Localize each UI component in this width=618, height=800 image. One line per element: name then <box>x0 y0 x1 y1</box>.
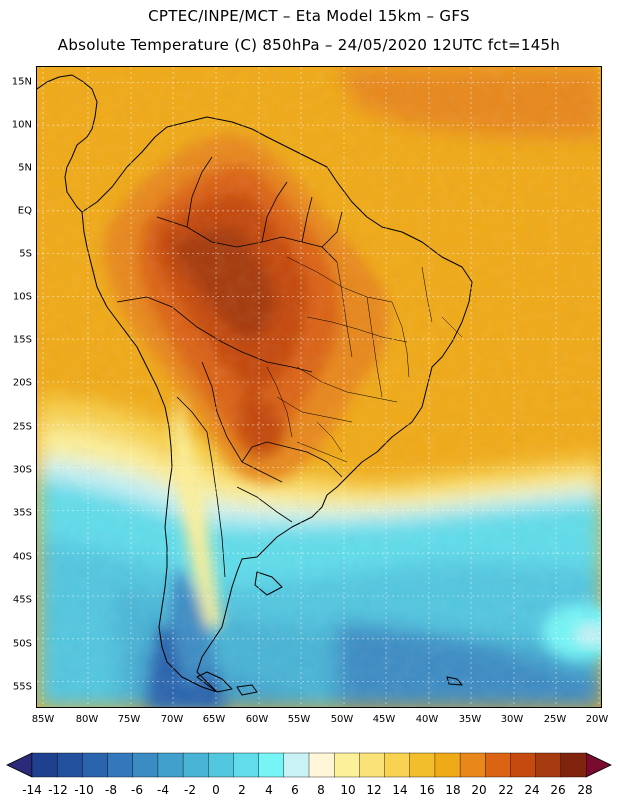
colorbar-label: 14 <box>392 783 408 797</box>
colorbar-label: 4 <box>265 783 273 797</box>
lon-label-35w: 35W <box>458 714 482 725</box>
colorbar-label: 24 <box>524 783 540 797</box>
lat-label-15n: 15N <box>11 76 32 88</box>
colorbar-swatch <box>107 752 134 778</box>
lat-label-25s: 25S <box>12 421 32 433</box>
lat-label-15s: 15S <box>12 334 32 346</box>
lon-label-50w: 50W <box>330 714 354 725</box>
national-borders <box>116 156 343 578</box>
colorbar-swatch <box>434 752 461 778</box>
graticule <box>37 67 601 707</box>
lat-label-45s: 45S <box>12 594 32 606</box>
lat-label-40s: 40S <box>12 551 32 563</box>
lon-label-75w: 75W <box>117 714 141 725</box>
colorbar-swatch <box>56 752 83 778</box>
colorbar-label: 2 <box>238 783 246 797</box>
color-scale-bar <box>6 752 612 778</box>
colorbar-label: 16 <box>419 783 435 797</box>
colorbar-swatches <box>31 752 587 778</box>
colorbar-label: -12 <box>48 783 68 797</box>
colorbar-swatch <box>510 752 537 778</box>
colorbar-label: -2 <box>184 783 196 797</box>
colorbar-label: -8 <box>105 783 117 797</box>
lon-label-40w: 40W <box>415 714 439 725</box>
lat-label-10n: 10N <box>11 119 32 131</box>
colorbar-swatch <box>359 752 386 778</box>
lat-label-10s: 10S <box>12 291 32 303</box>
colorbar-label: 12 <box>366 783 382 797</box>
lon-label-85w: 85W <box>31 714 55 725</box>
lon-label-20w: 20W <box>585 714 609 725</box>
colorbar-swatch <box>258 752 285 778</box>
lat-label-5s: 5S <box>19 248 32 260</box>
colorbar-label: 20 <box>471 783 487 797</box>
map-title-line-1: CPTEC/INPE/MCT – Eta Model 15km – GFS <box>148 7 470 25</box>
colorbar-label: 18 <box>445 783 461 797</box>
lon-label-25w: 25W <box>543 714 567 725</box>
colorbar-swatch <box>535 752 562 778</box>
colorbar-label: -10 <box>74 783 94 797</box>
colorbar-swatch <box>182 752 209 778</box>
colorbar-label: 0 <box>212 783 220 797</box>
lon-label-65w: 65W <box>202 714 226 725</box>
colorbar-swatch <box>132 752 159 778</box>
colorbar-label: 28 <box>577 783 593 797</box>
colorbar-swatch <box>82 752 109 778</box>
colorbar-swatch <box>333 752 360 778</box>
colorbar-swatch <box>308 752 335 778</box>
colorbar-label: -14 <box>22 783 42 797</box>
state-borders <box>266 256 463 463</box>
colorbar-swatch <box>31 752 58 778</box>
colorbar-label: -6 <box>131 783 143 797</box>
map-title-line-2: Absolute Temperature (C) 850hPa – 24/05/… <box>57 36 561 54</box>
lon-label-45w: 45W <box>372 714 396 725</box>
colorbar-swatch <box>233 752 260 778</box>
lat-label-eq: EQ <box>17 205 32 217</box>
colorbar-high-arrow <box>585 752 612 778</box>
colorbar-swatch <box>459 752 486 778</box>
lat-label-20s: 20S <box>12 377 32 389</box>
lon-label-80w: 80W <box>75 714 99 725</box>
colorbar-label: 26 <box>550 783 566 797</box>
colorbar-swatch <box>384 752 411 778</box>
colorbar-swatch <box>283 752 310 778</box>
coastlines <box>37 74 473 696</box>
lon-label-70w: 70W <box>160 714 184 725</box>
colorbar-label: 10 <box>340 783 356 797</box>
lon-label-60w: 60W <box>245 714 269 725</box>
colorbar-label: 8 <box>317 783 325 797</box>
lat-label-55s: 55S <box>12 681 32 693</box>
lon-label-30w: 30W <box>500 714 524 725</box>
colorbar-label: -4 <box>157 783 169 797</box>
colorbar-low-arrow <box>6 752 33 778</box>
colorbar-label: 6 <box>291 783 299 797</box>
colorbar-swatch <box>409 752 436 778</box>
temperature-map <box>36 66 602 708</box>
lat-label-50s: 50S <box>12 638 32 650</box>
lon-label-55w: 55W <box>287 714 311 725</box>
colorbar-swatch <box>208 752 234 778</box>
colorbar-swatch <box>157 752 184 778</box>
colorbar-swatch <box>560 752 587 778</box>
colorbar-label: 22 <box>498 783 514 797</box>
lat-label-5n: 5N <box>18 162 32 174</box>
lat-label-30s: 30S <box>12 464 32 476</box>
colorbar-swatch <box>485 752 511 778</box>
lat-label-35s: 35S <box>12 507 32 519</box>
